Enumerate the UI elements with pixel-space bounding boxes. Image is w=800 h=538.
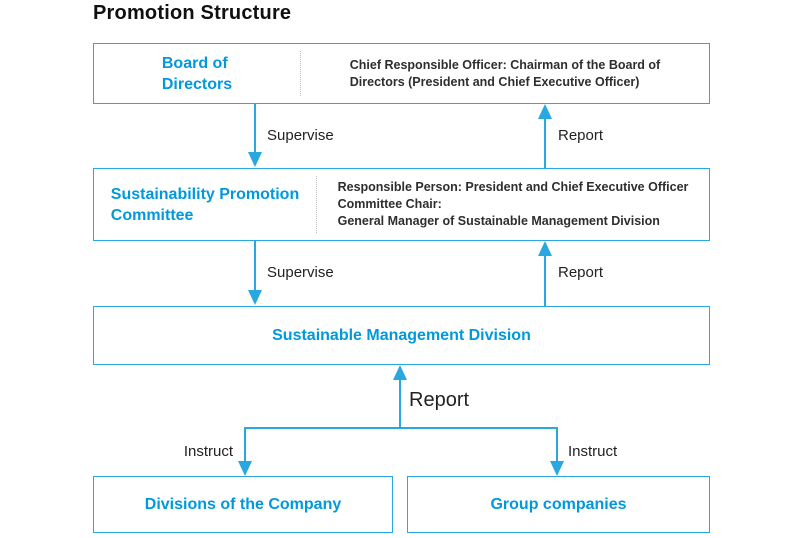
dotted-divider [316, 176, 317, 233]
committee-heading-line2: Committee [110, 206, 194, 224]
report-label-1: Report [558, 127, 604, 144]
committee-heading: Sustainability Promotion Committee [111, 184, 299, 226]
supervise-label-1: Supervise [267, 127, 334, 144]
supervise-arrow-1-line [254, 104, 256, 153]
board-heading-cell: Board of Directors [94, 44, 300, 103]
box-sustainable-management-division: Sustainable Management Division [93, 306, 710, 365]
report-arrow-2-line [544, 255, 546, 306]
group-companies-heading-cell: Group companies [408, 477, 709, 532]
committee-detail-cell: Responsible Person: President and Chief … [317, 169, 709, 240]
supervise-label-2: Supervise [267, 264, 334, 281]
report-arrow-1-head [538, 104, 552, 119]
supervise-arrow-1-head [248, 152, 262, 167]
supervise-arrow-2-head [248, 290, 262, 305]
board-detail-line2: Directors (President and Chief Executive… [349, 74, 640, 89]
report-arrow-1-line [544, 118, 546, 168]
committee-detail-line1: Responsible Person: President and Chief … [337, 180, 689, 194]
board-heading: Board of Directors [162, 53, 232, 95]
division-heading-cell: Sustainable Management Division [94, 307, 709, 364]
instruct-label-right: Instruct [568, 443, 618, 460]
board-detail: Chief Responsible Officer: Chairman of t… [350, 57, 660, 91]
box-board-of-directors: Board of Directors Chief Responsible Off… [93, 43, 710, 104]
report-label-2: Report [558, 264, 604, 281]
branch-line [244, 427, 558, 429]
instruct-label-left: Instruct [183, 443, 233, 460]
committee-detail-line2: Committee Chair: [337, 197, 442, 211]
box-divisions-of-the-company: Divisions of the Company [93, 476, 393, 533]
supervise-arrow-2-line [254, 241, 256, 291]
board-detail-line1: Chief Responsible Officer: Chairman of t… [349, 57, 661, 72]
company-divisions-heading: Divisions of the Company [144, 496, 342, 513]
company-divisions-heading-cell: Divisions of the Company [94, 477, 392, 532]
report-label-center: Report [409, 389, 470, 411]
committee-detail-line3: General Manager of Sustainable Managemen… [337, 214, 660, 228]
committee-heading-line1: Sustainability Promotion [110, 185, 300, 203]
committee-detail: Responsible Person: President and Chief … [338, 179, 689, 230]
report-arrow-2-head [538, 241, 552, 256]
box-group-companies: Group companies [407, 476, 710, 533]
instruct-arrow-left-line [244, 428, 246, 462]
board-heading-line2: Directors [161, 75, 233, 93]
report-arrow-center-head [393, 365, 407, 380]
group-companies-heading: Group companies [490, 496, 627, 513]
division-heading: Sustainable Management Division [272, 327, 531, 344]
instruct-arrow-left-head [238, 461, 252, 476]
committee-heading-cell: Sustainability Promotion Committee [94, 169, 316, 240]
page-title: Promotion Structure [93, 2, 292, 24]
board-detail-cell: Chief Responsible Officer: Chairman of t… [301, 44, 709, 103]
board-heading-line1: Board of [161, 54, 228, 72]
report-arrow-center-line [399, 379, 401, 429]
instruct-arrow-right-head [550, 461, 564, 476]
box-sustainability-promotion-committee: Sustainability Promotion Committee Respo… [93, 168, 710, 241]
dotted-divider [300, 51, 301, 96]
instruct-arrow-right-line [556, 428, 558, 462]
